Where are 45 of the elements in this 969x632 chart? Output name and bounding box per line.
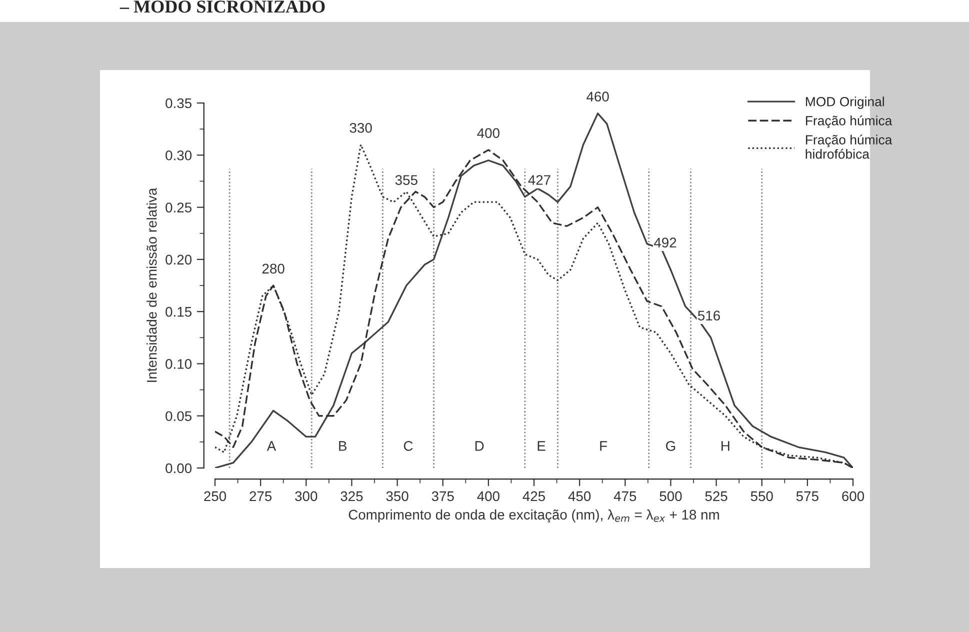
annotation: 330 (350, 122, 372, 133)
y-tick-label: 0.20 (166, 254, 192, 265)
y-tick-label: 0.10 (166, 359, 192, 369)
annotation: F (600, 441, 607, 451)
legend-label: Fração húmica (806, 116, 892, 128)
x-tick-label: 425 (522, 491, 546, 502)
annotation: 460 (586, 92, 609, 102)
annotation: B (339, 441, 346, 451)
x-tick-label: 250 (204, 491, 226, 502)
legend-label: Fração húmica hidrofóbica (806, 134, 892, 159)
x-tick-label: 375 (432, 491, 454, 502)
x-tick-label: 450 (568, 491, 591, 502)
annotation: 492 (654, 238, 676, 248)
x-tick-label: 400 (477, 491, 500, 502)
annotation: C (404, 441, 413, 451)
x-tick-label: 350 (386, 491, 408, 502)
x-tick-label: 600 (842, 491, 864, 502)
annotation: 355 (395, 175, 418, 185)
annotation: D (475, 441, 484, 451)
annotation: H (722, 441, 730, 451)
y-tick-label: 0.25 (166, 202, 192, 212)
x-tick-label: 575 (796, 491, 818, 502)
x-tick-label: 275 (250, 491, 272, 502)
y-tick-label: 0.30 (166, 150, 192, 160)
annotation: 400 (477, 128, 500, 138)
y-tick-label: 0.05 (166, 411, 192, 422)
y-tick-label: 0.35 (166, 98, 192, 108)
annotation: 280 (262, 264, 284, 274)
annotation: G (666, 441, 676, 451)
x-tick-label: 550 (750, 491, 773, 502)
annotation: A (266, 441, 276, 451)
annotation: E (538, 441, 546, 451)
x-tick-label: 525 (705, 491, 728, 502)
legend-label: MOD Original (806, 96, 884, 109)
chart-title: – MODO SICRONIZADO (120, 0, 325, 13)
x-tick-label: 300 (295, 491, 318, 502)
y-axis-title: Intensidade de emissão relativa (146, 188, 157, 382)
y-tick-label: 0.15 (166, 306, 192, 317)
x-tick-label: 325 (340, 491, 363, 502)
annotation: 427 (528, 175, 550, 185)
x-axis-title: Comprimento de onda de excitação (nm), λ$_{em}$ = λ$_{ex}$ + 18 nm (348, 509, 719, 522)
x-tick-label: 500 (660, 491, 682, 502)
annotation: 516 (698, 310, 720, 321)
y-tick-label: 0.00 (166, 463, 192, 474)
x-tick-label: 475 (614, 491, 636, 502)
